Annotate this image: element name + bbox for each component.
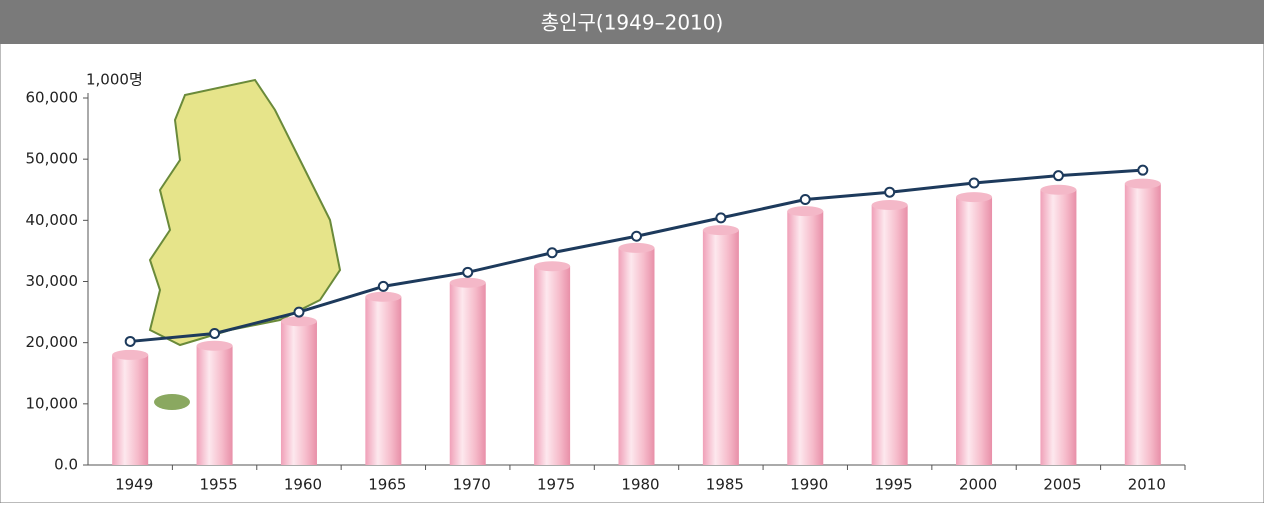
y-tick-label: 10,000: [26, 394, 79, 412]
bar-cap: [702, 225, 739, 236]
x-tick-label: 2010: [1128, 476, 1166, 494]
x-tick-label: 2000: [959, 476, 997, 494]
bar: [449, 282, 486, 465]
x-tick-label: 1990: [790, 476, 828, 494]
line-point: [462, 266, 474, 278]
bar-cap: [534, 261, 571, 272]
x-tick-label: 1965: [368, 476, 406, 494]
x-tick-label: 1970: [453, 476, 491, 494]
bar: [280, 321, 317, 465]
x-tick-label: 1975: [537, 476, 575, 494]
line-point: [209, 327, 221, 339]
line-point: [631, 230, 642, 242]
y-tick-label: 50,000: [26, 150, 79, 168]
y-tick-label: 20,000: [26, 333, 79, 351]
line-point: [968, 177, 980, 189]
bar-cap: [196, 340, 233, 351]
x-tick-label: 1980: [621, 476, 659, 494]
y-tick-label: 30,000: [26, 272, 79, 290]
y-tick-label: 40,000: [26, 211, 79, 229]
bar: [196, 345, 233, 465]
bar-cap: [787, 206, 824, 217]
x-tick-label: 1995: [875, 476, 913, 494]
x-tick-label: 1955: [199, 476, 237, 494]
chart-title: 총인구(1949–2010): [541, 11, 724, 35]
line-point: [799, 194, 811, 206]
bar: [112, 354, 149, 465]
bar-cap: [365, 291, 402, 302]
x-tick-label: 1960: [284, 476, 322, 494]
bar: [1040, 189, 1077, 465]
line-point: [546, 247, 558, 259]
map-island: [154, 394, 190, 410]
title-bar: [0, 0, 1264, 44]
bar-cap: [1040, 184, 1077, 195]
bar: [618, 247, 655, 465]
bar-cap: [871, 200, 908, 211]
x-tick-label: 2005: [1043, 476, 1081, 494]
bar: [365, 296, 402, 465]
line-point: [293, 306, 305, 318]
line-point: [124, 335, 136, 347]
bar: [956, 197, 993, 465]
bar: [1124, 183, 1161, 465]
y-tick-label: 60,000: [26, 89, 79, 107]
bar-cap: [956, 192, 993, 203]
x-tick-label: 1985: [706, 476, 744, 494]
x-tick-label: 1949: [115, 476, 153, 494]
bar-cap: [112, 349, 149, 360]
y-tick-label: 0.0: [54, 456, 78, 474]
bar: [702, 230, 739, 465]
map-illustration: [148, 78, 342, 347]
line-point: [884, 186, 896, 198]
bar: [787, 211, 824, 465]
bar-cap: [1124, 178, 1161, 189]
bar-cap: [280, 316, 317, 327]
line-point: [1137, 164, 1149, 176]
line-point: [715, 212, 727, 224]
line-point: [1052, 170, 1064, 182]
bar: [871, 205, 908, 465]
bar: [534, 266, 571, 465]
bar-cap: [618, 242, 655, 253]
line-point: [377, 280, 389, 292]
bar-cap: [449, 277, 486, 288]
y-unit: 1,000명: [86, 71, 143, 89]
